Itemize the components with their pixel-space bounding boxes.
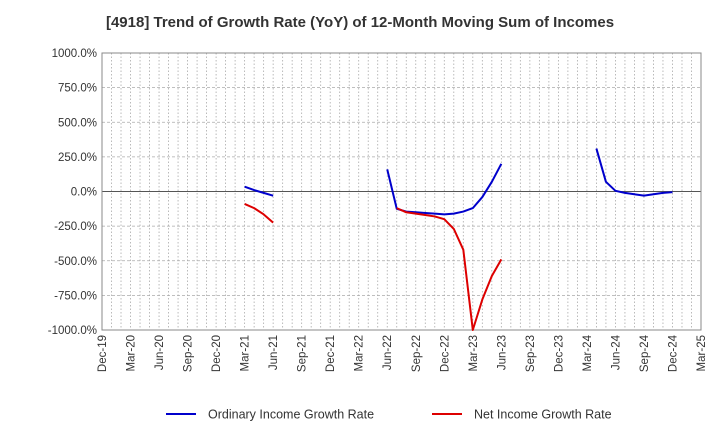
y-tick-label: 250.0%: [58, 152, 97, 164]
x-tick-label: Mar-22: [354, 335, 366, 371]
y-tick-label: 0.0%: [71, 187, 97, 199]
x-tick-label: Mar-24: [582, 334, 594, 371]
y-tick-label: -1000.0%: [48, 325, 97, 337]
x-tick-label: Dec-20: [211, 335, 223, 372]
x-tick-label: Dec-24: [667, 334, 679, 372]
x-tick-label: Dec-22: [439, 335, 451, 372]
x-tick-label: Jun-23: [496, 335, 508, 370]
x-tick-label: Jun-20: [154, 335, 166, 370]
x-tick-label: Sep-23: [525, 335, 537, 372]
axis-layer: 1000.0% 750.0% 500.0% 250.0% 0.0% -250.0% -500…: [48, 48, 708, 372]
series-line-segment: [244, 203, 274, 224]
x-tick-label: Sep-24: [639, 334, 651, 372]
x-tick-label: Dec-23: [553, 335, 565, 372]
x-tick-label: Sep-21: [297, 335, 309, 372]
series-line-segment: [396, 207, 503, 331]
x-tick-label: Jun-24: [610, 334, 622, 370]
chart-title: [4918] Trend of Growth Rate (YoY) of 12-…: [105, 14, 615, 31]
x-tick-label: Jun-21: [268, 335, 280, 370]
legend: Ordinary Income Growth Rate Net Income Gr…: [166, 408, 612, 422]
legend-label: Net Income Growth Rate: [474, 408, 612, 422]
x-tick-label: Sep-22: [411, 335, 423, 372]
x-tick-label: Dec-21: [325, 335, 337, 372]
y-tick-label: -250.0%: [54, 221, 97, 233]
x-tick-label: Sep-20: [183, 335, 195, 372]
x-tick-label: Mar-25: [696, 335, 708, 371]
y-tick-label: 1000.0%: [52, 48, 97, 60]
legend-label: Ordinary Income Growth Rate: [208, 408, 374, 422]
x-tick-label: Dec-19: [97, 335, 109, 372]
series-line-segment: [595, 148, 673, 197]
series-line-segment: [386, 163, 503, 216]
x-tick-label: Mar-20: [126, 335, 138, 371]
y-tick-label: 750.0%: [58, 83, 97, 95]
series-0: [244, 148, 673, 216]
series-1: [244, 203, 503, 331]
series-layer: [244, 148, 673, 331]
y-tick-label: -500.0%: [54, 256, 97, 268]
y-tick-label: 500.0%: [58, 117, 97, 129]
x-tick-label: Mar-23: [468, 335, 480, 371]
plot-frame: [101, 52, 702, 331]
grid-layer: [102, 53, 701, 330]
y-tick-label: -750.0%: [54, 290, 97, 302]
x-tick-label: Mar-21: [240, 335, 252, 371]
series-line-segment: [244, 185, 274, 197]
x-tick-label: Jun-22: [382, 335, 394, 370]
